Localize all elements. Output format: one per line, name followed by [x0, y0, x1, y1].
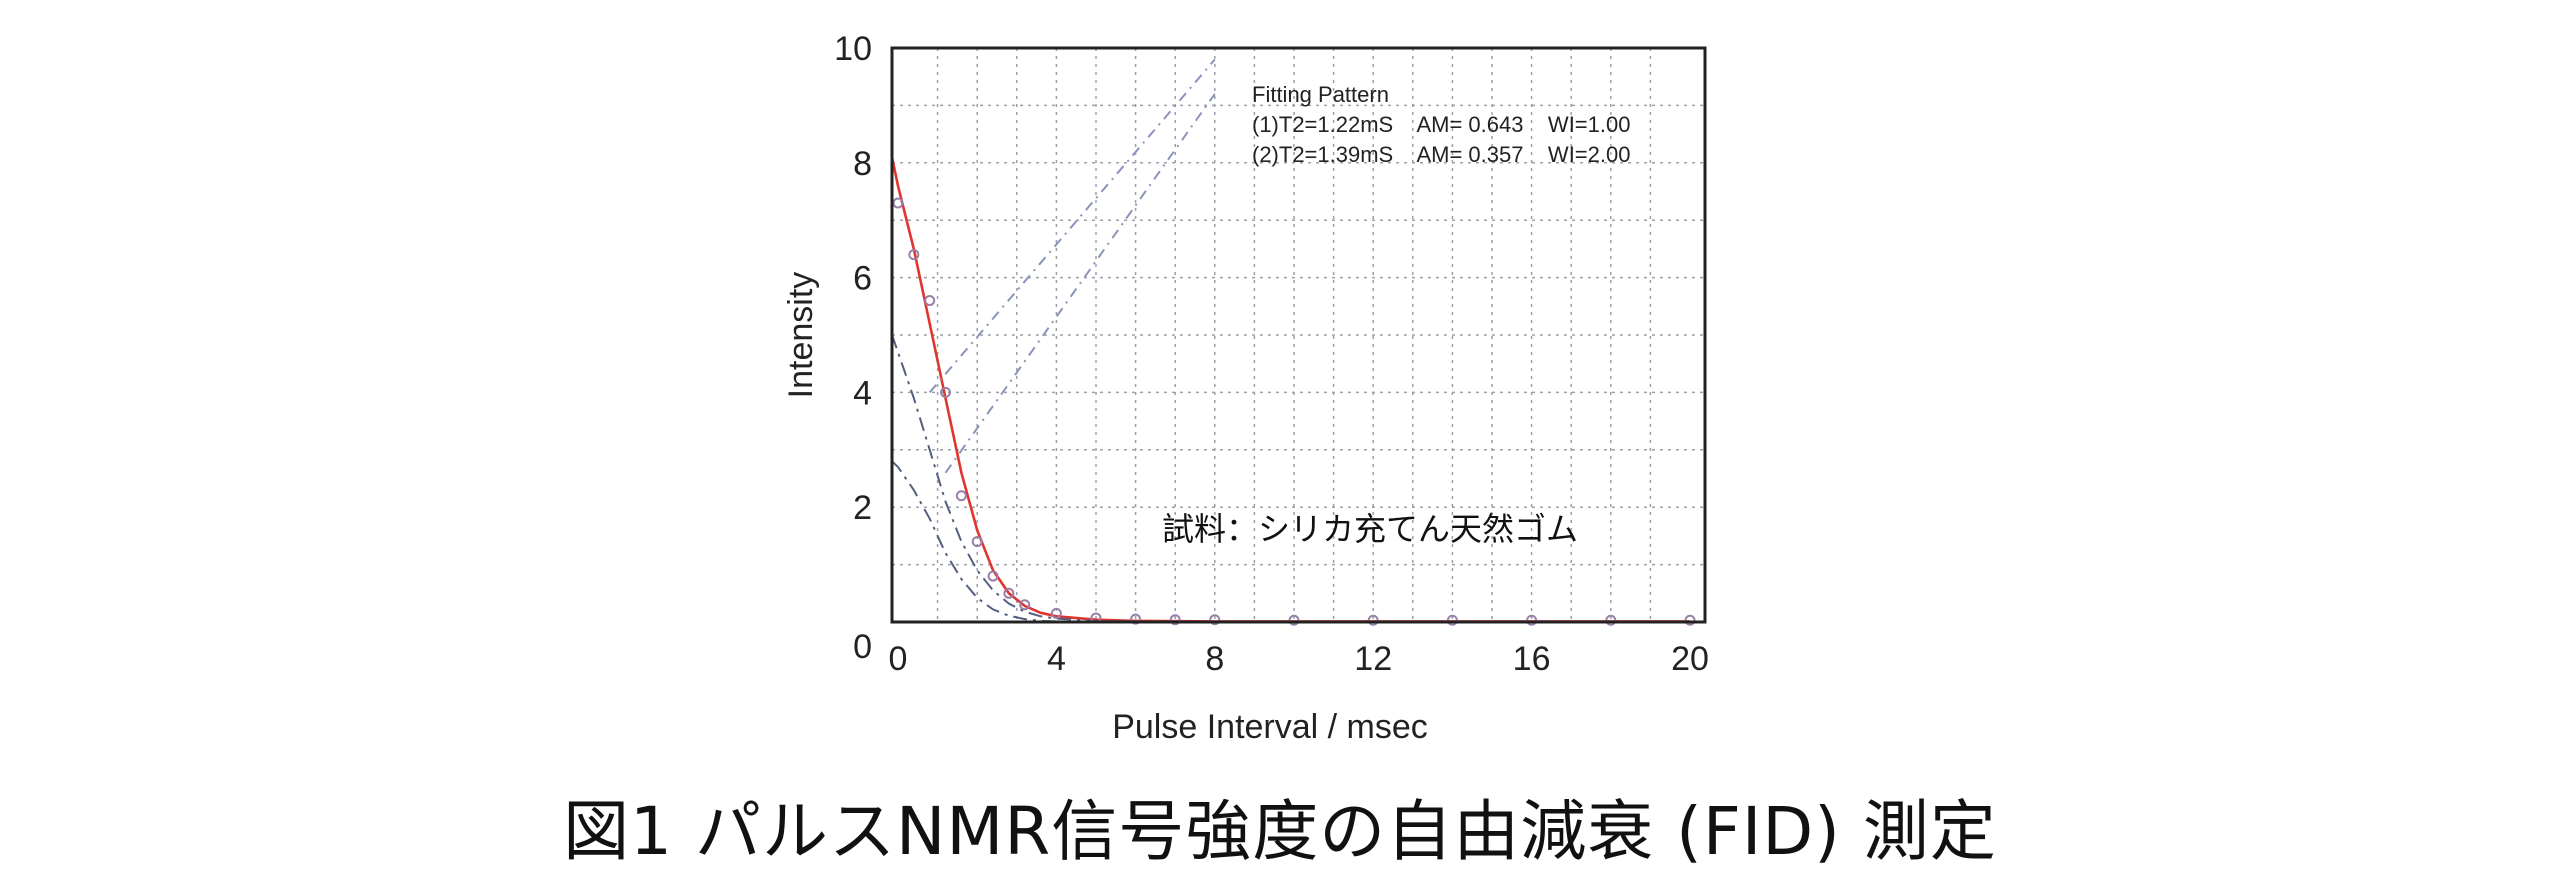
y-tick-label: 8 — [853, 145, 872, 183]
data-point — [1367, 614, 1379, 626]
data-point — [1526, 614, 1538, 626]
total-fit-curve — [890, 156, 1690, 623]
data-point — [1684, 614, 1696, 626]
data-point — [1050, 607, 1062, 619]
x-tick-label: 12 — [1354, 640, 1392, 678]
x-tick-label: 8 — [1205, 640, 1224, 678]
data-point — [908, 249, 920, 261]
y-tick-label: 2 — [853, 489, 872, 527]
data-point — [1288, 614, 1300, 626]
data-point — [955, 490, 967, 502]
data-point — [1003, 587, 1015, 599]
x-tick-label: 0 — [889, 640, 908, 678]
data-point — [1209, 614, 1221, 626]
y-tick-label: 10 — [834, 30, 872, 68]
y-tick-label: 0 — [853, 628, 872, 666]
y-tick-label: 4 — [853, 374, 872, 412]
data-point — [1169, 614, 1181, 626]
linear-plot-line — [928, 58, 1216, 394]
fitting-pattern-box: Fitting Pattern (1)T2=1.22mS AM= 0.643 W… — [1252, 82, 1630, 167]
data-point — [940, 386, 952, 398]
x-tick-label: 16 — [1513, 640, 1551, 678]
data-points — [892, 197, 1696, 626]
sample-label: 試料：シリカ充てん天然ゴム — [1162, 510, 1578, 548]
data-point — [1605, 614, 1617, 626]
fitting-pattern-title: Fitting Pattern — [1252, 82, 1389, 107]
figure-caption: 図1 パルスNMR信号強度の自由減衰 (FID) 測定 — [563, 793, 1997, 870]
data-point — [971, 536, 983, 548]
fitting-pattern-line-2: (2)T2=1.39mS AM= 0.357 WI=2.00 — [1252, 142, 1630, 167]
linear-plot-line — [944, 93, 1216, 474]
data-point — [987, 570, 999, 582]
x-tick-label: 20 — [1671, 640, 1709, 678]
data-point — [1446, 614, 1458, 626]
y-tick-label: 6 — [853, 260, 872, 298]
x-axis-label: Pulse Interval / msec — [1112, 708, 1428, 746]
y-axis-label: Intensity — [782, 272, 820, 399]
x-tick-label: 4 — [1047, 640, 1066, 678]
plot-frame — [890, 46, 1707, 624]
data-point — [1019, 599, 1031, 611]
fitting-pattern-line-1: (1)T2=1.22mS AM= 0.643 WI=1.00 — [1252, 112, 1630, 137]
data-point — [924, 295, 936, 307]
fid-chart: 0 4 8 12 16 20 0 2 4 6 8 10 Pulse Interval / msec I… — [782, 30, 1709, 746]
data-point — [1130, 613, 1142, 625]
tick-labels: 0 4 8 12 16 20 0 2 4 6 8 10 — [834, 30, 1709, 678]
